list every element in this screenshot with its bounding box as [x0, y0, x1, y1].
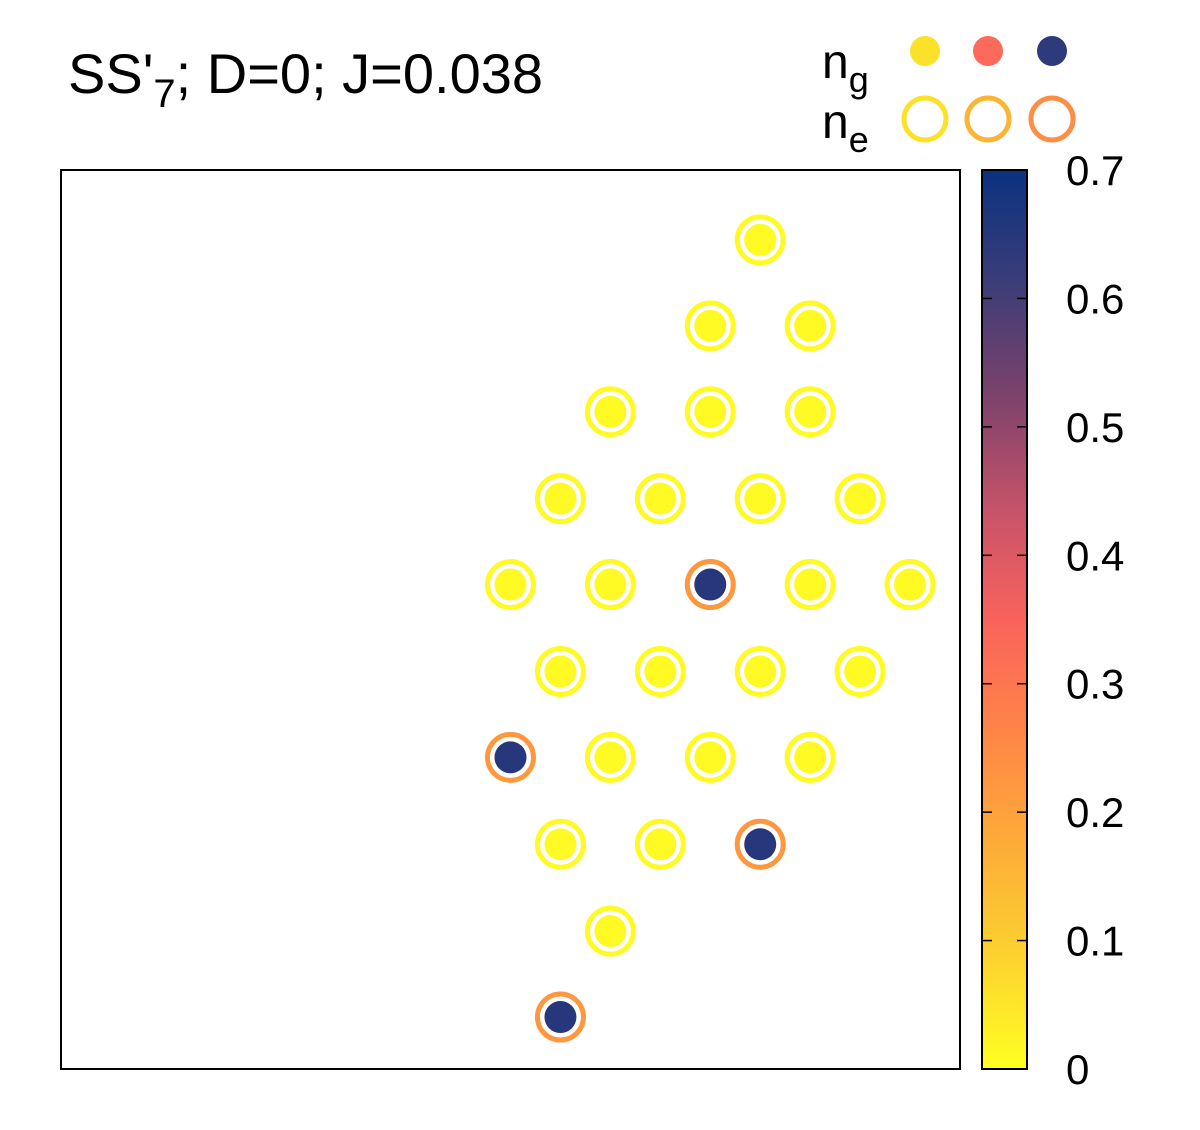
site-ng-dot — [844, 482, 877, 515]
legend-ne-label: ne — [822, 96, 869, 160]
site-ng-dot — [594, 915, 627, 948]
site-ne-ring — [784, 731, 836, 783]
site-ne-ring — [634, 645, 686, 697]
site-ne-ring — [734, 645, 786, 697]
site-ng-dot — [594, 568, 627, 601]
colorbar-tick-label: 0.4 — [1066, 532, 1124, 579]
site-ne-ring — [534, 473, 586, 525]
legend-ng-sub: g — [849, 59, 869, 100]
site-ne-ring — [884, 559, 936, 611]
site-ng-dot — [694, 568, 727, 601]
legend-ng-label: ng — [822, 36, 869, 100]
site-ng-dot — [544, 482, 577, 515]
site-ng-dot — [494, 568, 527, 601]
site-ne-ring — [534, 991, 586, 1043]
chart-title: SS'7; D=0; J=0.038 — [68, 42, 543, 116]
site-ng-dot — [644, 482, 677, 515]
legend-ne-sub: e — [849, 119, 869, 160]
site-ng-dot — [844, 655, 877, 688]
colorbar-gradient — [981, 169, 1028, 1070]
legend-ne-ring — [1028, 95, 1076, 143]
site-ne-ring — [534, 645, 586, 697]
legend-ng-dot — [973, 36, 1003, 66]
site-ng-dot — [694, 309, 727, 342]
site-ne-ring — [834, 473, 886, 525]
site-ne-ring — [534, 818, 586, 870]
site-ne-ring — [584, 731, 636, 783]
plot-frame — [60, 169, 961, 1070]
colorbar-tick-label: 0.3 — [1066, 661, 1124, 708]
legend-ne-base: n — [822, 96, 849, 149]
site-ne-ring — [485, 559, 536, 611]
site-ne-ring — [634, 473, 686, 525]
legend-ng-dot — [1037, 36, 1067, 66]
site-ne-ring — [784, 300, 836, 352]
site-ne-ring — [834, 645, 886, 697]
site-ne-ring — [734, 473, 786, 525]
site-ng-dot — [594, 395, 627, 428]
site-ne-ring — [684, 300, 736, 352]
site-ng-dot — [694, 741, 727, 774]
colorbar-tick-label: 0.6 — [1066, 275, 1124, 322]
site-ng-dot — [544, 1001, 577, 1034]
site-ne-ring — [784, 386, 836, 438]
site-ne-ring — [684, 386, 736, 438]
site-ne-ring — [584, 905, 636, 957]
site-ne-ring — [485, 731, 536, 783]
colorbar-tick-label: 0.5 — [1066, 404, 1124, 451]
colorbar: 0 0.1 0.2 0.3 0.4 0.5 0.6 0.7 — [981, 147, 1124, 1093]
site-ne-ring — [684, 559, 736, 611]
site-ng-dot — [594, 741, 627, 774]
site-ng-dot — [794, 568, 827, 601]
site-ng-dot — [744, 655, 777, 688]
colorbar-tick-label: 0.2 — [1066, 789, 1124, 836]
legend: ng ne — [822, 36, 1076, 160]
site-ng-dot — [544, 655, 577, 688]
chart-title-prefix: SS' — [68, 42, 153, 105]
site-ne-ring — [734, 818, 786, 870]
site-ng-dot — [794, 309, 827, 342]
legend-ne-ring — [901, 95, 949, 143]
legend-marks — [901, 36, 1076, 143]
site-ng-dot — [644, 655, 677, 688]
legend-ng-dot — [910, 36, 940, 66]
legend-ne-ring — [964, 95, 1012, 143]
site-ng-dot — [894, 568, 927, 601]
site-ng-dot — [694, 395, 727, 428]
colorbar-ticks: 0 0.1 0.2 0.3 0.4 0.5 0.6 0.7 — [982, 147, 1124, 1093]
colorbar-tick-label: 0 — [1066, 1046, 1089, 1093]
site-ne-ring — [684, 731, 736, 783]
site-ng-dot — [794, 741, 827, 774]
site-ng-dot — [744, 223, 777, 256]
site-ng-dot — [744, 828, 777, 861]
site-ne-ring — [634, 818, 686, 870]
site-ne-ring — [734, 214, 786, 266]
site-ng-dot — [744, 482, 777, 515]
site-ne-ring — [584, 386, 636, 438]
site-ng-dot — [544, 828, 577, 861]
legend-ng-base: n — [822, 36, 849, 89]
chart-title-subscript: 7 — [153, 72, 175, 116]
site-ng-dot — [794, 395, 827, 428]
site-ne-ring — [784, 559, 836, 611]
colorbar-tick-label: 0.7 — [1066, 147, 1124, 194]
site-ne-ring — [584, 559, 636, 611]
site-markers — [485, 214, 936, 1043]
site-ng-dot — [644, 828, 677, 861]
site-ng-dot — [494, 741, 527, 774]
colorbar-tick-label: 0.1 — [1066, 918, 1124, 965]
chart-title-suffix: ; D=0; J=0.038 — [176, 42, 543, 105]
